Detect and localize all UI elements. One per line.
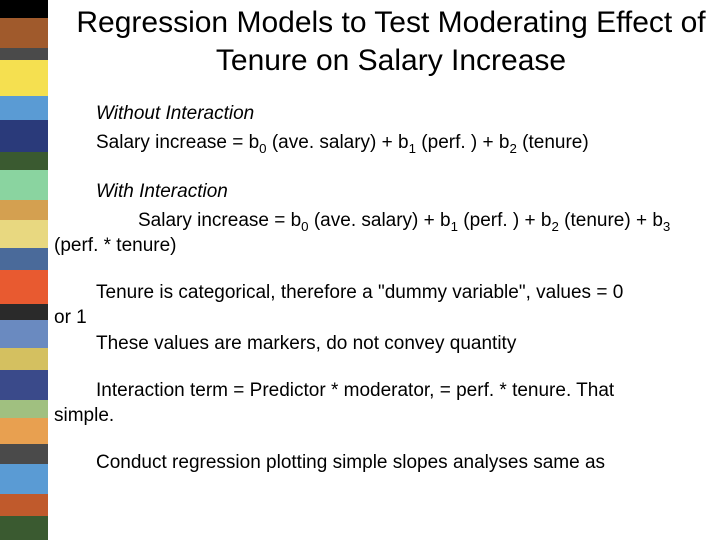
- sidebar-color-block: [0, 516, 48, 540]
- note-interaction-term: Interaction term = Predictor * moderator…: [54, 378, 714, 428]
- eq1-mid2: (perf. ) + b: [416, 132, 509, 153]
- equation-with-interaction: Salary increase = b0 (ave. salary) + b1 …: [54, 208, 714, 258]
- eq1-sub2: 2: [509, 141, 516, 156]
- sidebar-color-block: [0, 418, 48, 444]
- eq1-pre: Salary increase = b: [96, 132, 259, 153]
- sidebar-color-block: [0, 170, 48, 200]
- slide-title: Regression Models to Test Moderating Eff…: [72, 4, 710, 79]
- sidebar-color-block: [0, 18, 48, 48]
- note-markers: These values are markers, do not convey …: [54, 331, 714, 356]
- sidebar-color-block: [0, 400, 48, 418]
- sidebar-color-block: [0, 370, 48, 400]
- sidebar-color-block: [0, 464, 48, 494]
- sidebar-color-block: [0, 220, 48, 248]
- sidebar-color-block: [0, 120, 48, 152]
- sidebar-color-block: [0, 304, 48, 320]
- sidebar-color-block: [0, 0, 48, 18]
- note-conduct-regression: Conduct regression plotting simple slope…: [54, 450, 714, 475]
- sidebar-color-block: [0, 320, 48, 348]
- eq1-sub1: 1: [409, 141, 416, 156]
- decorative-sidebar: [0, 0, 48, 540]
- sidebar-color-block: [0, 348, 48, 370]
- sidebar-color-block: [0, 96, 48, 120]
- sidebar-color-block: [0, 248, 48, 270]
- section2-heading: With Interaction: [54, 179, 714, 204]
- eq2-line2: (perf. * tenure): [54, 235, 177, 256]
- sidebar-color-block: [0, 494, 48, 516]
- note-dummy-variable: Tenure is categorical, therefore a "dumm…: [54, 280, 714, 330]
- sidebar-color-block: [0, 152, 48, 170]
- sidebar-color-block: [0, 270, 48, 304]
- sidebar-color-block: [0, 48, 48, 60]
- eq1-end: (tenure): [517, 132, 589, 153]
- sidebar-color-block: [0, 444, 48, 464]
- sidebar-color-block: [0, 60, 48, 96]
- equation-without-interaction: Salary increase = b0 (ave. salary) + b1 …: [54, 130, 714, 155]
- slide-content: Regression Models to Test Moderating Eff…: [48, 0, 720, 540]
- eq2-line1: Salary increase = b0 (ave. salary) + b1 …: [96, 210, 670, 231]
- section1-heading: Without Interaction: [54, 101, 714, 126]
- eq1-sub0: 0: [259, 141, 266, 156]
- sidebar-color-block: [0, 200, 48, 220]
- eq1-mid1: (ave. salary) + b: [267, 132, 409, 153]
